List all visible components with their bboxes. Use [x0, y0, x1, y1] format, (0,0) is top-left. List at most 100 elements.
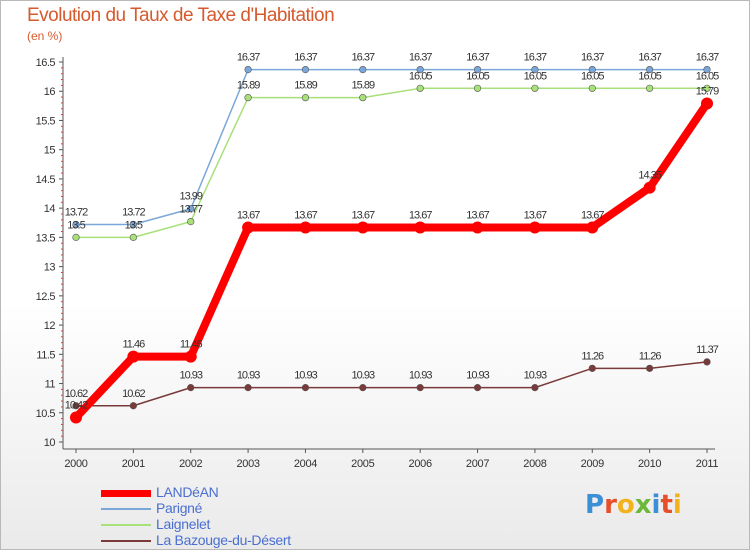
data-label: 13.77 [179, 204, 202, 216]
chart-title: Evolution du Taux de Taxe d'Habitation [27, 5, 335, 26]
data-label: 16.05 [524, 70, 547, 82]
data-point [471, 221, 484, 234]
series-line-2 [75, 87, 708, 239]
data-label: 16.37 [352, 52, 375, 64]
data-point [531, 65, 539, 74]
data-point [588, 84, 596, 92]
series-lines [70, 65, 713, 424]
data-label: 16.05 [696, 70, 719, 82]
axes: 10 10.5 11 11.5 12 12.5 13 13.5 14 14.5 15 15.5 16 16… [36, 57, 719, 470]
data-label: 10.93 [352, 370, 375, 382]
data-label: 15.89 [294, 80, 317, 92]
data-point [528, 221, 541, 234]
data-label: 10.93 [237, 370, 260, 382]
data-label: 13.67 [524, 209, 547, 221]
x-tick-label: 2008 [523, 458, 546, 470]
data-point [531, 84, 539, 92]
data-point [359, 384, 367, 392]
data-label: 16.37 [524, 52, 547, 64]
x-tick-label: 2005 [351, 458, 374, 470]
data-label: 13.67 [294, 209, 317, 221]
x-tick-label: 2011 [696, 458, 719, 470]
data-point [416, 384, 424, 392]
data-point [301, 384, 310, 392]
data-label: 16.37 [294, 52, 317, 64]
legend-label: Parigné [156, 500, 203, 516]
proxiti-logo: Proxiti [585, 490, 682, 520]
data-point [416, 65, 424, 74]
x-tick-label: 2000 [64, 458, 87, 470]
y-tick-label: 12 [44, 320, 56, 332]
logo-letter: P [585, 490, 605, 520]
x-tick-label: 2007 [466, 458, 489, 470]
data-label: 16.37 [237, 52, 260, 64]
data-label: 10.93 [294, 370, 317, 382]
data-labels: 10.62 10.62 10.93 10.93 10.93 10.93 10.93 10.93… [65, 52, 720, 412]
x-tick-label: 2009 [581, 458, 604, 470]
data-label: 10.93 [409, 370, 432, 382]
data-label: 13.99 [179, 191, 202, 203]
data-point [299, 221, 312, 234]
data-point [473, 65, 482, 74]
data-point [473, 84, 482, 92]
y-tick-label: 11 [45, 379, 56, 391]
data-point [703, 358, 711, 366]
data-label: 16.05 [466, 70, 489, 82]
data-label: 16.37 [466, 52, 489, 64]
logo-letter: i [651, 490, 661, 520]
data-label: 10.93 [466, 370, 489, 382]
legend-swatch [101, 490, 151, 497]
data-label: 13.67 [581, 209, 604, 221]
series-line-3 [75, 361, 708, 407]
data-point [703, 65, 711, 74]
data-point [244, 384, 252, 392]
data-label: 15.89 [237, 80, 260, 92]
data-label: 14.35 [638, 170, 661, 182]
data-label: 13.67 [237, 209, 260, 221]
data-label: 11.37 [696, 344, 719, 356]
data-point [187, 218, 195, 226]
y-axis-unit-label: (en %) [27, 29, 63, 43]
data-point [359, 94, 367, 102]
logo-letter: t [660, 490, 673, 520]
y-tick-label: 14 [44, 203, 56, 215]
data-label: 11.26 [639, 350, 662, 362]
x-tick-label: 2002 [179, 458, 202, 470]
data-point [646, 364, 654, 372]
data-point [129, 220, 137, 229]
legend-label: LANDéAN [156, 484, 219, 500]
data-label: 13.67 [466, 209, 489, 221]
data-point [72, 233, 80, 241]
data-label: 13.67 [409, 209, 432, 221]
data-label: 16.05 [638, 70, 661, 82]
data-point [129, 233, 137, 241]
data-point [187, 205, 195, 213]
data-label: 11.46 [180, 339, 203, 351]
data-label: 15.89 [352, 80, 375, 92]
data-label: 13.67 [352, 209, 375, 221]
data-label: 16.37 [638, 52, 661, 64]
legend-swatch [101, 508, 151, 510]
x-tick-label: 2010 [638, 458, 661, 470]
data-point [588, 65, 596, 74]
data-label: 10.93 [179, 370, 202, 382]
data-point [586, 221, 599, 234]
data-point [416, 84, 424, 92]
data-label: 13.72 [122, 207, 145, 219]
x-tick-label: 2004 [294, 458, 317, 470]
data-point [646, 65, 654, 74]
data-point [703, 84, 711, 92]
legend-label: La Bazouge-du-Désert [156, 532, 291, 548]
series-line-1 [75, 68, 708, 226]
data-point [414, 221, 427, 234]
y-tick-label: 15 [44, 145, 56, 157]
x-tick-label: 2003 [236, 458, 259, 470]
data-point [244, 65, 252, 74]
data-point [72, 402, 80, 410]
x-tick-label: 2001 [122, 458, 145, 470]
data-label: 13.72 [65, 207, 88, 219]
data-point [588, 364, 596, 372]
data-point [301, 94, 310, 102]
data-point [70, 411, 82, 424]
data-point [643, 181, 656, 194]
